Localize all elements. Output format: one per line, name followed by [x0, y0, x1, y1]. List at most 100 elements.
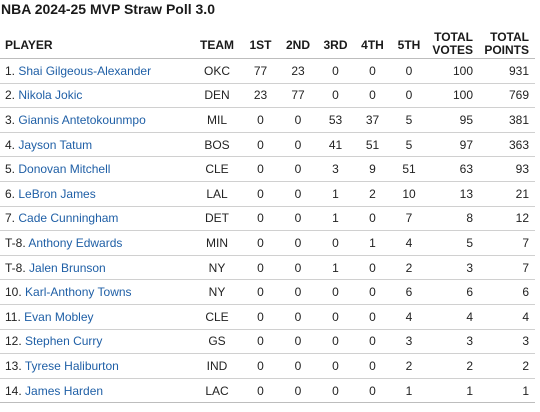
fourth-place-votes: 0	[354, 58, 391, 84]
team-cell: OKC	[192, 58, 242, 84]
player-link[interactable]: Anthony Edwards	[28, 235, 123, 250]
first-place-votes: 0	[242, 230, 279, 256]
rank: 11.	[5, 309, 21, 324]
player-cell: 2. Nikola Jokic	[0, 83, 192, 109]
third-place-votes: 0	[317, 304, 354, 330]
second-place-votes: 0	[279, 279, 317, 305]
team-cell: BOS	[192, 132, 242, 158]
fifth-place-votes: 4	[391, 230, 427, 256]
total-points: 93	[479, 156, 535, 182]
total-votes: 100	[427, 83, 479, 109]
player-cell: 14. James Harden	[0, 378, 192, 404]
first-place-votes: 0	[242, 304, 279, 330]
table-row: 14. James Harden LAC 0 0 0 0 1 1 1	[0, 378, 535, 404]
fourth-place-votes: 0	[354, 304, 391, 330]
rank: 1.	[5, 63, 16, 78]
player-link[interactable]: Stephen Curry	[25, 334, 103, 349]
player-cell: 13. Tyrese Haliburton	[0, 353, 192, 379]
header-fifth[interactable]: 5TH	[391, 20, 427, 59]
header-total-votes-line2: VOTES	[432, 43, 473, 57]
second-place-votes: 0	[279, 107, 317, 133]
total-points: 6	[479, 279, 535, 305]
team-cell: DET	[192, 206, 242, 232]
rank: T-8.	[5, 260, 26, 275]
header-total-points-line1: TOTAL	[490, 30, 529, 44]
table-row: 13. Tyrese Haliburton IND 0 0 0 0 2 2 2	[0, 353, 535, 379]
player-cell: T-8. Jalen Brunson	[0, 255, 192, 281]
third-place-votes: 3	[317, 156, 354, 182]
header-second[interactable]: 2ND	[279, 20, 317, 59]
second-place-votes: 0	[279, 255, 317, 281]
rank: 4.	[5, 137, 16, 152]
third-place-votes: 0	[317, 279, 354, 305]
first-place-votes: 77	[242, 58, 279, 84]
total-points: 3	[479, 329, 535, 355]
total-votes: 100	[427, 58, 479, 84]
total-votes: 5	[427, 230, 479, 256]
player-link[interactable]: Donovan Mitchell	[18, 162, 111, 177]
table-row: 4. Jayson Tatum BOS 0 0 41 51 5 97 363	[0, 132, 535, 158]
table-row: 1. Shai Gilgeous-Alexander OKC 77 23 0 0…	[0, 58, 535, 84]
fourth-place-votes: 1	[354, 230, 391, 256]
player-cell: T-8. Anthony Edwards	[0, 230, 192, 256]
total-votes: 4	[427, 304, 479, 330]
player-cell: 3. Giannis Antetokounmpo	[0, 107, 192, 133]
fourth-place-votes: 0	[354, 83, 391, 109]
player-link[interactable]: James Harden	[25, 383, 104, 398]
fifth-place-votes: 4	[391, 304, 427, 330]
player-cell: 1. Shai Gilgeous-Alexander	[0, 58, 192, 84]
total-votes: 3	[427, 255, 479, 281]
header-third[interactable]: 3RD	[317, 20, 354, 59]
total-votes: 3	[427, 329, 479, 355]
header-fourth[interactable]: 4TH	[354, 20, 391, 59]
second-place-votes: 0	[279, 230, 317, 256]
second-place-votes: 0	[279, 378, 317, 404]
header-team[interactable]: TEAM	[192, 20, 242, 59]
player-link[interactable]: Jayson Tatum	[18, 137, 93, 152]
header-total-votes[interactable]: TOTAL VOTES	[427, 20, 479, 59]
fifth-place-votes: 7	[391, 206, 427, 232]
fourth-place-votes: 0	[354, 255, 391, 281]
player-link[interactable]: Karl-Anthony Towns	[25, 285, 132, 300]
fifth-place-votes: 5	[391, 107, 427, 133]
rank: 12.	[5, 334, 22, 349]
table-row: 5. Donovan Mitchell CLE 0 0 3 9 51 63 93	[0, 156, 535, 182]
rank: T-8.	[5, 235, 26, 250]
header-first[interactable]: 1ST	[242, 20, 279, 59]
second-place-votes: 0	[279, 132, 317, 158]
fifth-place-votes: 0	[391, 58, 427, 84]
team-cell: CLE	[192, 156, 242, 182]
team-cell: DEN	[192, 83, 242, 109]
player-link[interactable]: LeBron James	[18, 186, 96, 201]
third-place-votes: 0	[317, 329, 354, 355]
third-place-votes: 0	[317, 353, 354, 379]
total-votes: 13	[427, 181, 479, 207]
player-link[interactable]: Nikola Jokic	[18, 88, 83, 103]
total-votes: 1	[427, 378, 479, 404]
player-link[interactable]: Cade Cunningham	[18, 211, 119, 226]
fourth-place-votes: 0	[354, 353, 391, 379]
player-link[interactable]: Jalen Brunson	[29, 260, 106, 275]
table-row: 11. Evan Mobley CLE 0 0 0 0 4 4 4	[0, 304, 535, 330]
total-points: 931	[479, 58, 535, 84]
header-player[interactable]: PLAYER	[0, 20, 192, 59]
fourth-place-votes: 0	[354, 329, 391, 355]
third-place-votes: 1	[317, 181, 354, 207]
team-cell: NY	[192, 255, 242, 281]
table-row: T-8. Jalen Brunson NY 0 0 1 0 2 3 7	[0, 255, 535, 281]
table-row: T-8. Anthony Edwards MIN 0 0 0 1 4 5 7	[0, 230, 535, 256]
second-place-votes: 0	[279, 304, 317, 330]
table-body: 1. Shai Gilgeous-Alexander OKC 77 23 0 0…	[0, 58, 535, 404]
player-link[interactable]: Evan Mobley	[24, 309, 94, 324]
player-link[interactable]: Shai Gilgeous-Alexander	[18, 63, 152, 78]
first-place-votes: 0	[242, 107, 279, 133]
player-link[interactable]: Tyrese Haliburton	[24, 358, 119, 373]
second-place-votes: 0	[279, 329, 317, 355]
first-place-votes: 0	[242, 132, 279, 158]
table-row: 10. Karl-Anthony Towns NY 0 0 0 0 6 6 6	[0, 279, 535, 305]
player-link[interactable]: Giannis Antetokounmpo	[18, 112, 146, 127]
third-place-votes: 0	[317, 378, 354, 404]
fourth-place-votes: 0	[354, 378, 391, 404]
player-cell: 4. Jayson Tatum	[0, 132, 192, 158]
header-total-points[interactable]: TOTAL POINTS	[479, 20, 535, 59]
